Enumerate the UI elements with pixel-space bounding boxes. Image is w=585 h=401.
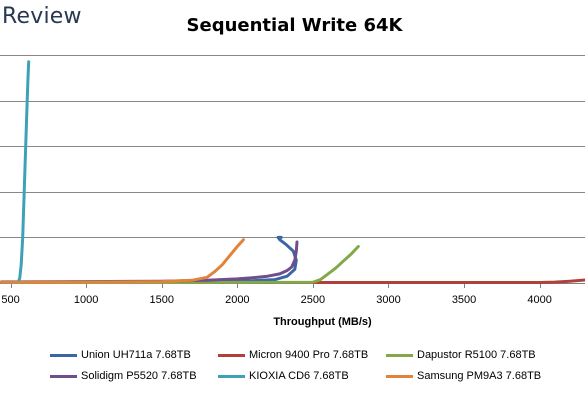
- legend-label: Solidigm P5520 7.68TB: [81, 370, 197, 382]
- series-line-4: [0, 60, 31, 284]
- legend-swatch: [218, 353, 245, 357]
- legend-swatch: [50, 374, 77, 378]
- series-line-2: [0, 245, 360, 284]
- legend-item: Solidigm P5520 7.68TB: [50, 370, 218, 382]
- legend-item: Union UH711a 7.68TB: [50, 349, 218, 361]
- legend-label: KIOXIA CD6 7.68TB: [249, 370, 349, 382]
- chart-plot: 500 1000 1500 2000 2500 3000 3500 4000: [0, 55, 585, 306]
- series-line-3: [0, 240, 299, 284]
- x-tick-label: 3000: [376, 294, 400, 306]
- series-line-0: [0, 235, 298, 284]
- legend-swatch: [218, 374, 245, 378]
- legend-label: Samsung PM9A3 7.68TB: [417, 370, 542, 382]
- chart-title: Sequential Write 64K: [186, 15, 403, 36]
- legend-label: Micron 9400 Pro 7.68TB: [249, 349, 369, 361]
- x-tick-label: 4000: [527, 294, 551, 306]
- x-axis-title: Throughput (MB/s): [273, 316, 372, 328]
- x-tick-label: 3500: [452, 294, 476, 306]
- brand-logo-text: Review: [2, 4, 82, 29]
- x-tick-label: 2500: [301, 294, 325, 306]
- x-tick-label: 2000: [225, 294, 249, 306]
- legend-swatch: [386, 374, 413, 378]
- legend-item: Dapustor R5100 7.68TB: [386, 349, 556, 361]
- legend-item: Micron 9400 Pro 7.68TB: [218, 349, 386, 361]
- chart-legend: Union UH711a 7.68TB Micron 9400 Pro 7.68T…: [50, 349, 580, 382]
- legend-item: KIOXIA CD6 7.68TB: [218, 370, 386, 382]
- x-tick-label: 1500: [150, 294, 174, 306]
- series-line-5: [0, 238, 245, 284]
- legend-swatch: [50, 353, 77, 357]
- legend-swatch: [386, 353, 413, 357]
- x-tick-label: 500: [1, 294, 19, 306]
- legend-label: Union UH711a 7.68TB: [81, 349, 191, 361]
- legend-item: Samsung PM9A3 7.68TB: [386, 370, 556, 382]
- x-tick-label: 1000: [74, 294, 98, 306]
- legend-label: Dapustor R5100 7.68TB: [417, 349, 536, 361]
